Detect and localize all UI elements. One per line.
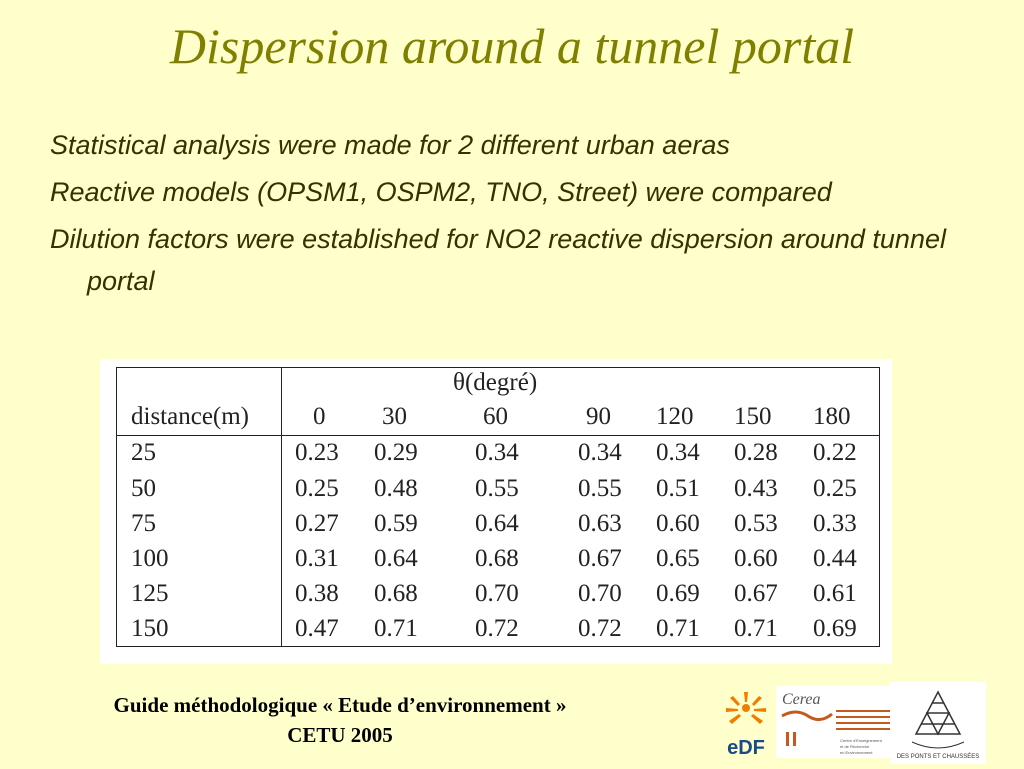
ponts-chaussees-logo: DES PONTS ET CHAUSSÉES: [890, 682, 986, 764]
dilution-value-cell: 0.69: [656, 580, 700, 607]
dilution-value-cell: 0.27: [295, 510, 339, 537]
cerea-logo-text: Cerea: [782, 691, 821, 708]
bullet-item: Reactive models (OPSM1, OSPM2, TNO, Stre…: [50, 177, 832, 207]
angle-header: 0: [313, 403, 326, 430]
dilution-value-cell: 0.68: [475, 545, 519, 572]
dilution-value-cell: 0.71: [656, 615, 700, 642]
dilution-value-cell: 0.22: [813, 439, 857, 466]
dilution-value-cell: 0.60: [734, 545, 778, 572]
dilution-value-cell: 0.72: [475, 615, 519, 642]
distance-cell: 50: [131, 475, 156, 502]
distance-cell: 125: [131, 580, 169, 607]
dilution-value-cell: 0.65: [656, 545, 700, 572]
svg-text:et de Recherche: et de Recherche: [840, 744, 870, 749]
distance-cell: 100: [131, 545, 169, 572]
dilution-value-cell: 0.55: [578, 475, 622, 502]
bullet-item: Dilution factors were established for NO…: [50, 224, 946, 296]
dilution-value-cell: 0.25: [813, 475, 857, 502]
dilution-value-cell: 0.29: [374, 439, 418, 466]
dilution-value-cell: 0.71: [374, 615, 418, 642]
distance-cell: 150: [131, 615, 169, 642]
angle-header: 150: [734, 403, 772, 430]
svg-text:en Environnement: en Environnement: [840, 750, 873, 755]
bullet-list: Statistical analysis were made for 2 dif…: [50, 124, 950, 307]
dilution-value-cell: 0.63: [578, 510, 622, 537]
distance-cell: 25: [131, 439, 156, 466]
table-header-divider: [117, 435, 879, 436]
dilution-value-cell: 0.71: [734, 615, 778, 642]
dilution-value-cell: 0.64: [475, 510, 519, 537]
angle-header: 120: [656, 403, 694, 430]
dilution-value-cell: 0.72: [578, 615, 622, 642]
dilution-value-cell: 0.47: [295, 615, 339, 642]
cerea-logo: Cerea Centre d'Enseignement et de Recher…: [776, 686, 892, 758]
dilution-value-cell: 0.64: [374, 545, 418, 572]
dilution-value-cell: 0.31: [295, 545, 339, 572]
dilution-value-cell: 0.34: [656, 439, 700, 466]
dilution-value-cell: 0.68: [374, 580, 418, 607]
slide-title: Dispersion around a tunnel portal: [169, 18, 855, 74]
dilution-value-cell: 0.33: [813, 510, 857, 537]
dilution-value-cell: 0.67: [578, 545, 622, 572]
dilution-value-cell: 0.70: [578, 580, 622, 607]
distance-cell: 75: [131, 510, 156, 537]
ponts-logo-text: DES PONTS ET CHAUSSÉES: [897, 753, 980, 760]
bullet-item: Statistical analysis were made for 2 dif…: [50, 130, 730, 160]
dilution-value-cell: 0.70: [475, 580, 519, 607]
dilution-value-cell: 0.61: [813, 580, 857, 607]
footer-line-2: CETU 2005: [287, 723, 393, 747]
dilution-value-cell: 0.60: [656, 510, 700, 537]
dilution-value-cell: 0.53: [734, 510, 778, 537]
dilution-value-cell: 0.38: [295, 580, 339, 607]
table-column-divider: [281, 368, 282, 646]
dilution-value-cell: 0.34: [475, 439, 519, 466]
dilution-value-cell: 0.69: [813, 615, 857, 642]
distance-header: distance(m): [131, 403, 250, 430]
dilution-value-cell: 0.25: [295, 475, 339, 502]
angle-header: 90: [586, 403, 611, 430]
footer-line-1: Guide méthodologique « Etude d’environne…: [113, 693, 567, 717]
dilution-value-cell: 0.59: [374, 510, 418, 537]
dilution-value-cell: 0.44: [813, 545, 857, 572]
dilution-value-cell: 0.55: [475, 475, 519, 502]
dilution-value-cell: 0.48: [374, 475, 418, 502]
footer-citation: Guide méthodologique « Etude d’environne…: [0, 690, 680, 750]
dilution-value-cell: 0.28: [734, 439, 778, 466]
theta-header: θ(degré): [453, 369, 538, 396]
logo-strip: eDF Cerea Centre d'Enseignement et de Re…: [712, 682, 1012, 768]
dilution-value-cell: 0.43: [734, 475, 778, 502]
angle-header: 180: [813, 403, 851, 430]
dilution-value-cell: 0.23: [295, 439, 339, 466]
edf-logo: eDF: [720, 688, 772, 760]
svg-text:Centre d'Enseignement: Centre d'Enseignement: [840, 738, 883, 743]
dilution-factor-table: θ(degré) distance(m) 0 30 60 90 120 150 180 25 0…: [116, 367, 880, 647]
dilution-value-cell: 0.51: [656, 475, 700, 502]
angle-header: 60: [483, 403, 508, 430]
edf-logo-text: eDF: [727, 737, 765, 759]
angle-header: 30: [382, 403, 407, 430]
dilution-value-cell: 0.67: [734, 580, 778, 607]
table-panel: θ(degré) distance(m) 0 30 60 90 120 150 180 25 0…: [100, 359, 892, 664]
dilution-value-cell: 0.34: [578, 439, 622, 466]
